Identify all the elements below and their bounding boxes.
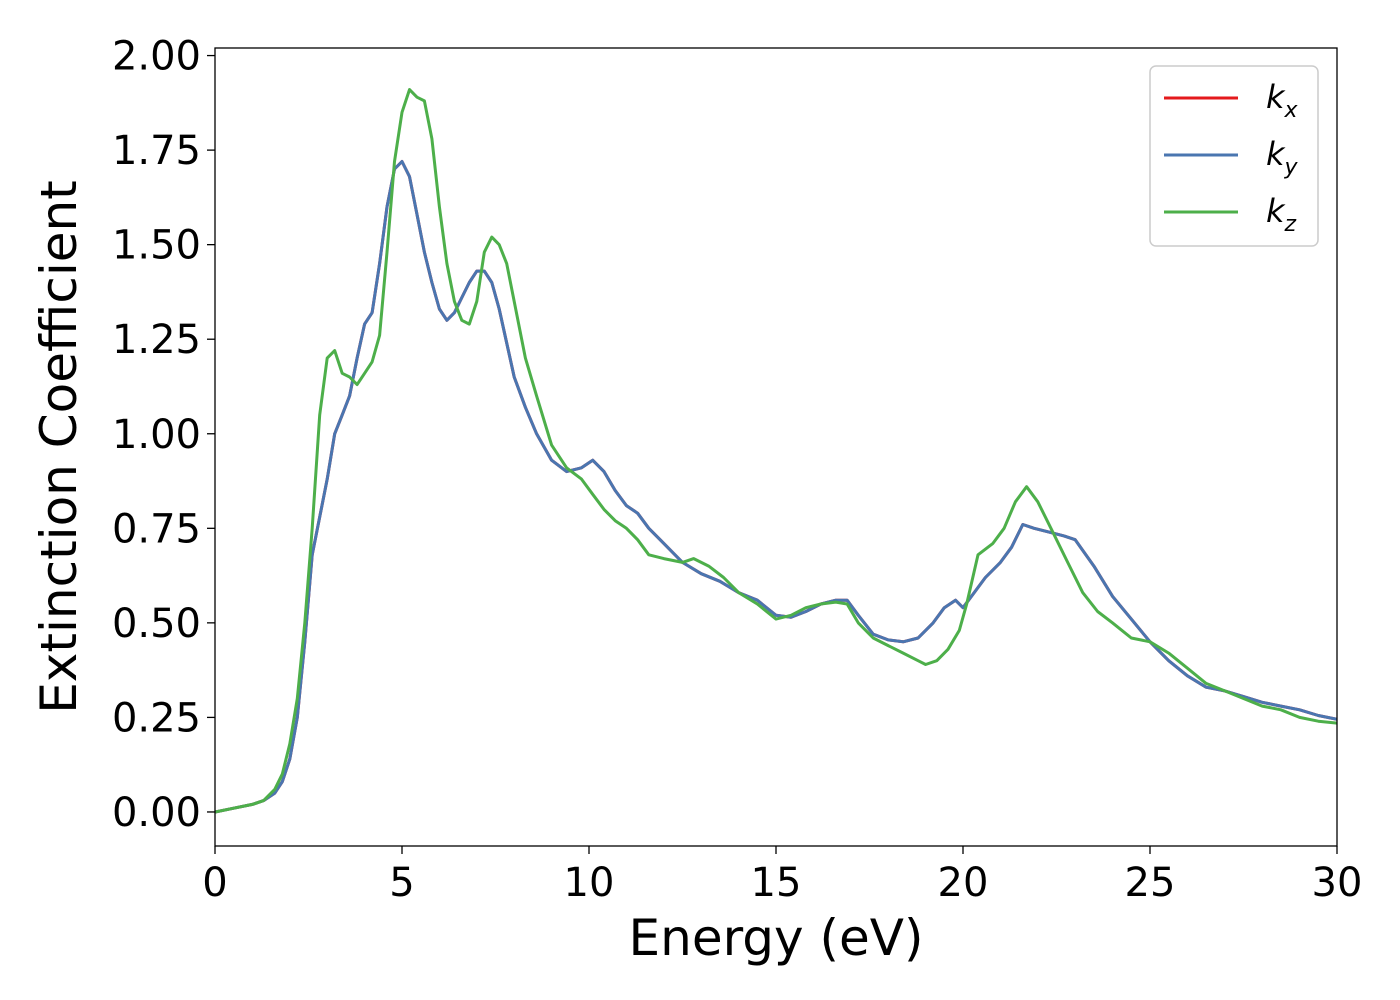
- x-axis-title: Energy (eV): [629, 909, 924, 967]
- x-tick-label: 20: [938, 860, 989, 906]
- series-line-y: [215, 160, 1337, 814]
- y-tick-label: 1.25: [112, 317, 201, 363]
- x-tick-label: 5: [389, 860, 414, 906]
- x-tick-label: 15: [751, 860, 802, 906]
- y-axis-title: Extinction Coefficient: [30, 180, 88, 714]
- axes: 0 5 10 15 20 25 30 0.00 0.25 0.50 0.75 1.00 1.25 1.50…: [112, 34, 1363, 906]
- series-line-z: [215, 88, 1337, 814]
- series-lines: [215, 88, 1337, 814]
- y-tick-label: 1.50: [112, 223, 201, 269]
- x-tick-label: 10: [564, 860, 615, 906]
- x-tick-label: 0: [202, 860, 227, 906]
- y-tick-label: 2.00: [112, 34, 201, 80]
- legend-label-z: kz: [1266, 192, 1297, 237]
- legend-label-x: kx: [1266, 78, 1299, 123]
- legend-label-y: ky: [1266, 135, 1299, 180]
- y-tick-label: 1.00: [112, 412, 201, 458]
- y-tick-label: 0.75: [112, 506, 201, 552]
- legend: kx ky kz: [1149, 65, 1319, 247]
- x-tick-label: 30: [1312, 860, 1363, 906]
- y-tick-label: 0.00: [112, 790, 201, 836]
- x-tick-label: 25: [1125, 860, 1176, 906]
- y-tick-label: 0.50: [112, 601, 201, 647]
- y-tick-label: 0.25: [112, 695, 201, 741]
- y-tick-label: 1.75: [112, 128, 201, 174]
